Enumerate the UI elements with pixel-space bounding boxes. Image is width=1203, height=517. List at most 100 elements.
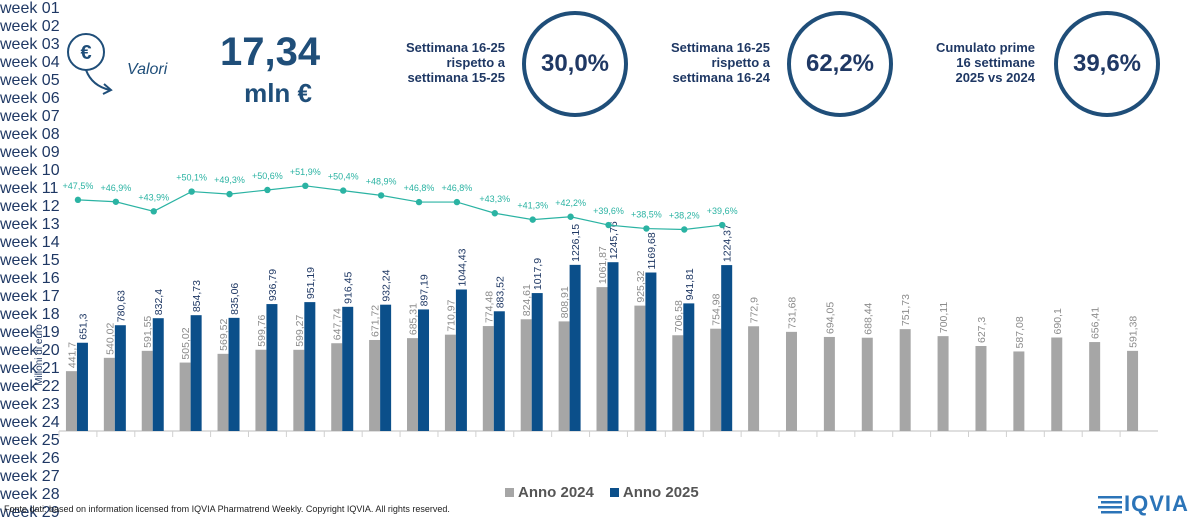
kpi-line: settimana 16-24 [672, 70, 770, 85]
value-label: 925,32 [635, 270, 647, 302]
logo: IQVIA [1124, 491, 1189, 516]
value-label: +38,5% [631, 210, 662, 220]
x-tick-label: week 25 [0, 432, 60, 449]
growth-point [74, 196, 82, 204]
bar [721, 265, 733, 431]
bar [444, 334, 456, 431]
kpi-value: 39,6% [1054, 11, 1160, 117]
bar [407, 338, 419, 431]
growth-line [77, 185, 723, 231]
x-tick-label: week 19 [0, 324, 60, 341]
kpi-line: settimana 15-25 [407, 70, 505, 85]
value-label: 824,61 [521, 284, 533, 316]
x-tick-label: week 13 [0, 216, 60, 233]
x-tick-label: week 08 [0, 126, 60, 143]
value-label: 700,11 [938, 302, 950, 333]
value-label: 835,06 [229, 283, 241, 315]
bar [76, 342, 88, 431]
value-label: +46,8% [442, 183, 473, 193]
growth-point [643, 225, 650, 232]
value-label: 1017,9 [532, 258, 544, 290]
legend-swatch [505, 488, 514, 497]
bar [899, 329, 911, 431]
bar [190, 315, 202, 431]
value-label: +38,2% [669, 211, 700, 221]
bar [380, 304, 392, 431]
growth-point [188, 188, 195, 195]
value-label: +47,5% [63, 181, 94, 191]
header-unit: mln € [244, 78, 312, 108]
bar [531, 293, 543, 431]
value-label: 599,27 [294, 315, 306, 347]
x-tick-label: week 01 [0, 0, 60, 17]
value-label: 751,73 [900, 294, 912, 326]
value-label: 690,1 [1052, 308, 1064, 334]
growth-point [415, 198, 423, 206]
euro-icon: € [67, 33, 113, 95]
value-label: +50,1% [176, 173, 207, 183]
bar [1013, 351, 1025, 431]
kpi-text: Cumulato prime 16 settimane 2025 vs 2024 [875, 40, 1035, 85]
value-label: 951,19 [305, 267, 317, 299]
value-label: 651,3 [77, 313, 89, 339]
bar [645, 272, 657, 431]
x-tick-label: week 04 [0, 54, 60, 71]
bar [975, 346, 987, 431]
value-label: +39,6% [593, 206, 624, 216]
growth-point [491, 210, 499, 217]
bar [569, 264, 581, 431]
value-label: +48,9% [366, 176, 397, 186]
bar [683, 303, 695, 431]
bar [607, 262, 619, 431]
bar [304, 302, 316, 431]
legend-item: Anno 2024 [505, 484, 594, 501]
growth-point [226, 190, 233, 198]
value-label: 772,9 [749, 297, 761, 323]
value-label: 731,68 [786, 297, 798, 329]
bar [1051, 337, 1063, 431]
value-label: 780,63 [115, 290, 127, 322]
bar [937, 336, 949, 431]
kpi-line: 2025 vs 2024 [955, 70, 1035, 85]
x-tick-label: week 06 [0, 90, 60, 107]
value-label: 627,3 [976, 317, 988, 343]
x-tick-label: week 14 [0, 234, 60, 251]
bar [228, 317, 240, 431]
value-label: 1224,37 [722, 224, 734, 262]
value-label: 656,41 [1090, 307, 1102, 339]
value-label: 916,45 [343, 272, 355, 304]
bar [152, 318, 164, 431]
x-tick-label: week 24 [0, 414, 60, 431]
value-label: 883,52 [494, 276, 506, 308]
bar [455, 289, 467, 431]
x-tick-label: week 09 [0, 144, 60, 161]
iqvia-mark [1098, 496, 1122, 514]
x-tick-label: week 27 [0, 468, 60, 485]
x-tick-label: week 16 [0, 270, 60, 287]
x-tick-label: week 18 [0, 306, 60, 323]
value-label: +39,6% [707, 206, 738, 216]
value-label: +41,3% [517, 201, 548, 211]
bar [103, 357, 115, 431]
value-label: 591,55 [142, 316, 154, 348]
bar [255, 349, 267, 431]
bar [293, 349, 305, 431]
value-label: 1169,68 [646, 232, 658, 269]
bar [266, 304, 278, 431]
value-label: 936,79 [267, 269, 279, 301]
value-label: +43,9% [138, 192, 169, 202]
x-tick-label: week 22 [0, 378, 60, 395]
kpi-value: 30,0% [522, 11, 628, 117]
legend: Anno 2024 Anno 2025 [505, 484, 699, 501]
value-label: +43,3% [479, 194, 510, 204]
value-label: 540,02 [104, 323, 116, 355]
growth-point [112, 198, 120, 205]
bar [558, 321, 570, 431]
kpi-line: Settimana 16-25 [671, 40, 770, 55]
bar [710, 328, 722, 431]
value-label: 694,05 [824, 302, 836, 334]
value-label: +51,9% [290, 167, 321, 177]
value-label: 1245,76 [608, 221, 620, 259]
kpi-line: rispetto a [711, 55, 770, 70]
